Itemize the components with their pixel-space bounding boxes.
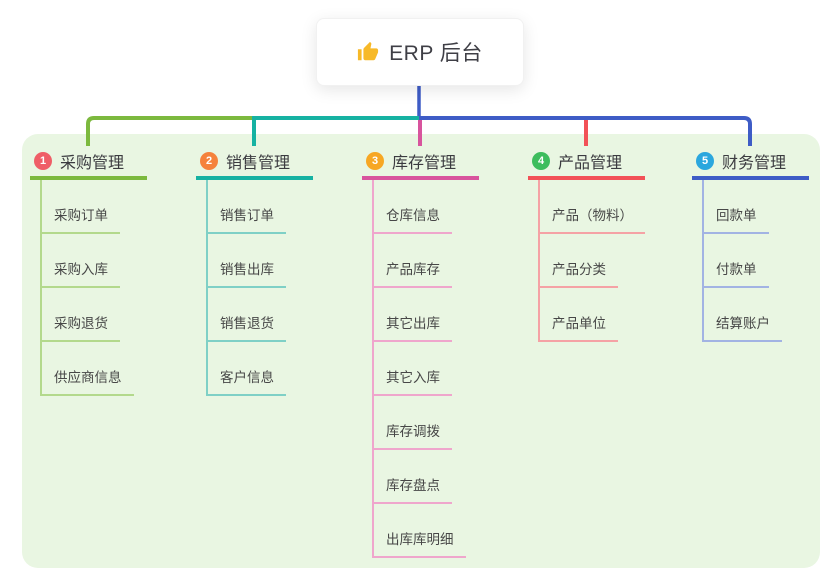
child-row: 仓库信息 [372, 180, 466, 234]
branch-children-5: 回款单付款单结算账户 [702, 180, 782, 342]
branch-label: 产品管理 [558, 155, 623, 172]
child-node[interactable]: 销售出库 [206, 258, 286, 288]
child-node[interactable]: 产品（物料） [538, 204, 645, 234]
branch-children-1: 采购订单采购入库采购退货供应商信息 [40, 180, 134, 396]
root-node[interactable]: ERP 后台 [316, 18, 524, 86]
child-row: 库存盘点 [372, 450, 466, 504]
child-node[interactable]: 其它出库 [372, 312, 452, 342]
child-node[interactable]: 其它入库 [372, 366, 452, 396]
child-node[interactable]: 采购入库 [40, 258, 120, 288]
child-row: 付款单 [702, 234, 782, 288]
branch-number-badge: 2 [200, 152, 218, 170]
child-row: 库存调拨 [372, 396, 466, 450]
child-row: 销售订单 [206, 180, 286, 234]
child-node[interactable]: 结算账户 [702, 312, 782, 342]
child-node[interactable]: 回款单 [702, 204, 769, 234]
branch-label: 销售管理 [226, 155, 291, 172]
child-row: 产品（物料） [538, 180, 645, 234]
child-row: 产品库存 [372, 234, 466, 288]
branch-header-1[interactable]: 1 采购管理 [30, 146, 147, 180]
child-row: 其它出库 [372, 288, 466, 342]
child-row: 产品分类 [538, 234, 645, 288]
child-node[interactable]: 库存盘点 [372, 474, 452, 504]
branch-children-2: 销售订单销售出库销售退货客户信息 [206, 180, 286, 396]
branch-label: 采购管理 [60, 155, 125, 172]
branch-header-3[interactable]: 3 库存管理 [362, 146, 479, 180]
child-row: 出库库明细 [372, 504, 466, 558]
child-node[interactable]: 仓库信息 [372, 204, 452, 234]
branch-label: 财务管理 [722, 155, 787, 172]
child-node[interactable]: 销售退货 [206, 312, 286, 342]
child-node[interactable]: 采购退货 [40, 312, 120, 342]
child-node[interactable]: 产品库存 [372, 258, 452, 288]
child-row: 销售出库 [206, 234, 286, 288]
child-row: 采购退货 [40, 288, 134, 342]
branch-number-badge: 3 [366, 152, 384, 170]
child-row: 采购订单 [40, 180, 134, 234]
child-row: 采购入库 [40, 234, 134, 288]
child-row: 其它入库 [372, 342, 466, 396]
child-row: 结算账户 [702, 288, 782, 342]
child-node[interactable]: 产品单位 [538, 312, 618, 342]
child-node[interactable]: 客户信息 [206, 366, 286, 396]
child-row: 客户信息 [206, 342, 286, 396]
branch-header-5[interactable]: 5 财务管理 [692, 146, 809, 180]
child-node[interactable]: 出库库明细 [372, 528, 466, 558]
thumbs-up-icon [358, 41, 379, 61]
child-row: 销售退货 [206, 288, 286, 342]
child-node[interactable]: 产品分类 [538, 258, 618, 288]
child-row: 回款单 [702, 180, 782, 234]
child-node[interactable]: 付款单 [702, 258, 769, 288]
branch-panel-background [22, 134, 820, 568]
branch-number-badge: 1 [34, 152, 52, 170]
branch-number-badge: 5 [696, 152, 714, 170]
branch-header-2[interactable]: 2 销售管理 [196, 146, 313, 180]
child-node[interactable]: 采购订单 [40, 204, 120, 234]
root-label: ERP 后台 [389, 42, 483, 65]
branch-children-3: 仓库信息产品库存其它出库其它入库库存调拨库存盘点出库库明细 [372, 180, 466, 558]
branch-children-4: 产品（物料） 产品分类产品单位 [538, 180, 645, 342]
child-row: 产品单位 [538, 288, 645, 342]
branch-label: 库存管理 [392, 155, 457, 172]
branch-number-badge: 4 [532, 152, 550, 170]
child-node[interactable]: 供应商信息 [40, 366, 134, 396]
branch-header-4[interactable]: 4 产品管理 [528, 146, 645, 180]
child-node[interactable]: 销售订单 [206, 204, 286, 234]
child-row: 供应商信息 [40, 342, 134, 396]
child-node[interactable]: 库存调拨 [372, 420, 452, 450]
